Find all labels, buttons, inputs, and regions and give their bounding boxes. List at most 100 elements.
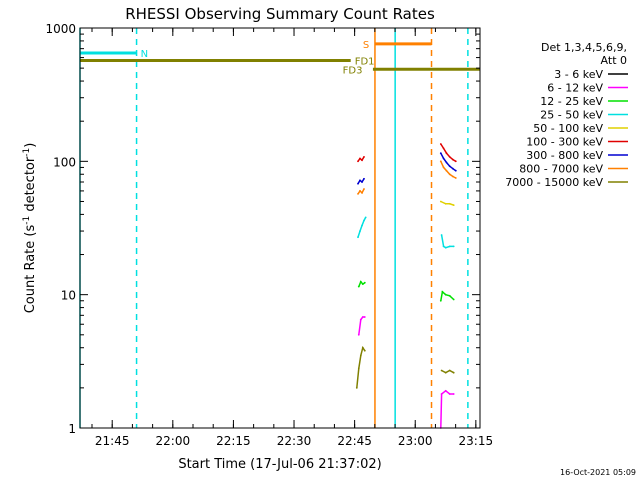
legend-label-100-300-kev: 100 - 300 keV [526, 136, 603, 149]
legend-label-3-6-kev: 3 - 6 keV [554, 68, 603, 81]
series-point-300-800-kev-2-6 [454, 169, 457, 172]
y-axis-label-sup1: -1 [22, 216, 32, 225]
x-tick-label-21-45: 21:45 [95, 434, 130, 448]
series-point-100-300-kev-2-3 [445, 152, 448, 155]
series-point-25-50-kev-1-5 [364, 216, 367, 219]
generation-timestamp: 16-Oct-2021 05:09 [560, 468, 636, 477]
legend-label-800-7000-kev: 800 - 7000 keV [519, 163, 603, 176]
series-point-25-50-kev-2-3 [444, 246, 447, 249]
series-point-100-300-kev-1-4 [363, 156, 365, 158]
series-point-6-12-kev-1-3 [361, 316, 364, 318]
chart-title: RHESSI Observing Summary Count Rates [125, 5, 435, 23]
plot-frame [79, 27, 481, 429]
series-point-25-50-kev-1-3 [361, 224, 363, 227]
series-point-800-7000-kev-1-3 [361, 192, 363, 194]
series-point-25-50-kev-2-5 [452, 245, 455, 248]
series-point-12-25-kev-2-5 [452, 298, 455, 301]
y-tick-label-100: 100 [53, 155, 76, 169]
series-point-7000-15000-kev-1-3 [359, 354, 362, 357]
series-point-50-100-kev-1-3 [448, 202, 451, 205]
flag-label-fd3: FD3 [343, 65, 363, 76]
y-axis-label: Count Rate (s-1 detector-1) [22, 143, 38, 314]
series-point-7000-15000-kev-1-1 [355, 387, 358, 389]
series-line-100-300-kev-1 [357, 156, 365, 162]
series-point-100-300-kev-2-4 [448, 156, 451, 158]
series-point-50-100-kev-1-4 [452, 204, 455, 207]
series-point-100-300-kev-2-1 [439, 143, 442, 145]
series-point-800-7000-kev-1-4 [363, 188, 365, 190]
legend-label-50-100-kev: 50 - 100 keV [533, 122, 603, 135]
series-point-25-50-kev-1-4 [363, 219, 365, 222]
series-point-300-800-kev-2-5 [452, 167, 454, 170]
series-point-100-300-kev-2-2 [442, 147, 445, 150]
x-axis-label: Start Time (17-Jul-06 21:37:02) [178, 457, 381, 472]
series-point-6-12-kev-2-3 [444, 389, 447, 392]
axis-ticks: 21:45 22:00 22:15 22:30 22:45 23:00 23:15 1 10 10… [45, 22, 493, 448]
series-point-12-25-kev-2-3 [444, 293, 447, 296]
series-point-12-25-kev-1-3 [361, 283, 364, 285]
legend-label-7000-15000-kev: 7000 - 15000 keV [505, 176, 603, 189]
series-point-6-12-kev-2-4 [448, 393, 451, 395]
x-tick-label-22-30: 22:30 [277, 434, 312, 448]
series-point-6-12-kev-1-1 [357, 333, 360, 336]
y-axis-label-main: Count Rate (s [23, 225, 38, 314]
series-point-12-25-kev-2-1 [439, 299, 442, 302]
series-point-800-7000-kev-1-1 [357, 193, 359, 195]
series-point-100-300-kev-2-5 [452, 158, 454, 161]
series-point-12-25-kev-1-1 [357, 285, 360, 288]
series-point-50-100-kev-1-1 [439, 200, 442, 203]
series-point-100-300-kev-1-3 [361, 159, 363, 162]
y-axis-label-end: ) [23, 143, 38, 148]
series-point-100-300-kev-2-6 [454, 160, 457, 163]
series-point-300-800-kev-1-4 [363, 177, 365, 180]
series-line-300-800-kev-1 [357, 178, 365, 185]
series-point-6-12-kev-1-4 [363, 316, 366, 318]
series-point-800-7000-kev-1-2 [359, 190, 361, 192]
series-point-25-50-kev-2-4 [448, 245, 451, 248]
x-tick-label-23-00: 23:00 [398, 434, 433, 448]
series-line-12-25-kev-1 [358, 280, 366, 287]
series-point-800-7000-kev-2-4 [448, 173, 451, 176]
series-point-800-7000-kev-2-1 [439, 160, 442, 163]
y-tick-label-1: 1 [68, 422, 76, 436]
series-line-800-7000-kev-1 [357, 188, 365, 195]
series-point-7000-15000-kev-1-4 [361, 346, 364, 349]
series-point-12-25-kev-2-4 [448, 294, 451, 297]
series-point-300-800-kev-1-3 [361, 181, 363, 183]
y-tick-label-1000: 1000 [45, 22, 76, 36]
series-point-7000-15000-kev-2-2 [444, 371, 447, 374]
flag-label-n: N [141, 49, 148, 60]
series-point-800-7000-kev-2-5 [452, 175, 454, 178]
series-point-300-800-kev-2-2 [442, 157, 445, 160]
series-point-300-800-kev-2-4 [448, 165, 451, 168]
series-line-7000-15000-kev-2 [441, 369, 455, 374]
series-point-100-300-kev-1-2 [359, 157, 361, 160]
legend-header-detectors: Det 1,3,4,5,6,9, [541, 41, 627, 54]
series-point-25-50-kev-1-2 [359, 230, 361, 233]
series-point-7000-15000-kev-1-2 [357, 367, 360, 370]
series-point-300-800-kev-2-1 [439, 152, 442, 155]
legend-label-25-50-kev: 25 - 50 keV [540, 109, 603, 122]
series-point-800-7000-kev-2-3 [445, 169, 448, 172]
flag-label-fd1: FD1 [355, 57, 375, 68]
legend-header-attenuator: Att 0 [601, 54, 627, 67]
legend-label-300-800-kev: 300 - 800 keV [526, 149, 603, 162]
data-series [355, 143, 457, 429]
series-point-7000-15000-kev-2-3 [448, 369, 451, 372]
y-axis-label-mid: detector [23, 156, 38, 216]
x-tick-label-23-15: 23:15 [459, 434, 494, 448]
series-point-25-50-kev-2-2 [442, 245, 445, 248]
series-point-100-300-kev-1-1 [357, 160, 359, 163]
x-tick-label-22-00: 22:00 [156, 434, 191, 448]
series-point-25-50-kev-1-1 [357, 236, 359, 239]
series-line-6-12-kev-1 [358, 316, 365, 335]
flag-label-s: S [363, 40, 369, 51]
y-axis-label-sup2: -1 [22, 148, 32, 157]
series-point-800-7000-kev-2-6 [454, 177, 457, 179]
series-point-25-50-kev-2-1 [440, 234, 443, 236]
